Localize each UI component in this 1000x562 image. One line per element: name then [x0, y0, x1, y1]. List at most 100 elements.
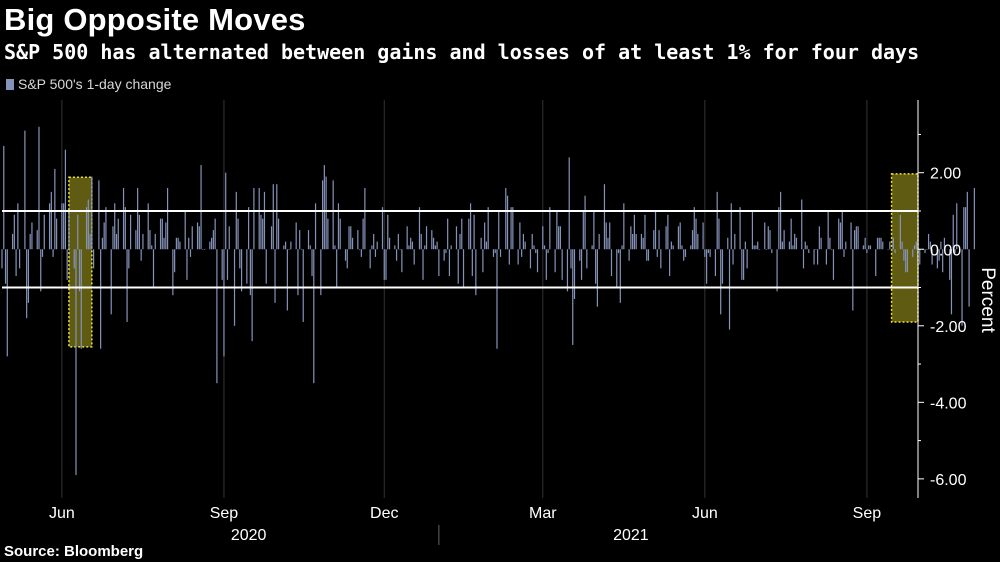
bar [142, 233, 144, 250]
bar [223, 249, 225, 357]
bar [129, 214, 132, 250]
bar [346, 249, 348, 269]
bar [40, 249, 42, 292]
bar [820, 237, 822, 250]
bar [878, 237, 880, 250]
bar [288, 249, 290, 250]
bar [251, 249, 253, 342]
bar [455, 226, 458, 250]
bar [270, 226, 273, 250]
bar [646, 249, 648, 261]
bar [327, 218, 329, 250]
bar [554, 249, 556, 273]
bar [584, 195, 586, 250]
bar [462, 249, 465, 288]
bar [956, 203, 958, 250]
bar [253, 188, 255, 250]
bar [818, 226, 820, 250]
bar [642, 237, 644, 250]
bar [492, 249, 495, 257]
bar [521, 249, 523, 257]
bar [543, 245, 546, 250]
bar [720, 249, 722, 315]
bar [853, 230, 856, 250]
bar [702, 222, 704, 250]
bar [942, 249, 944, 273]
bar [200, 165, 202, 250]
bar [410, 237, 412, 250]
bar [401, 249, 403, 273]
bar [115, 233, 118, 250]
bar [237, 218, 239, 250]
bar [29, 233, 31, 250]
bar [905, 249, 907, 273]
bar [757, 241, 759, 250]
bar [138, 214, 140, 250]
bar [411, 241, 414, 250]
bar [683, 249, 685, 261]
bar [603, 184, 606, 250]
bar [438, 249, 440, 277]
bar [290, 241, 292, 250]
bar [619, 249, 621, 303]
bar [249, 249, 251, 296]
bar [572, 249, 574, 345]
bar [420, 233, 422, 250]
bar [558, 226, 560, 250]
bar [165, 222, 167, 250]
bar [334, 245, 336, 250]
bar [274, 249, 276, 303]
legend-label: S&P 500's 1-day change [18, 76, 172, 92]
bar [147, 203, 149, 250]
bar [413, 249, 415, 265]
bar [471, 249, 473, 277]
bar [149, 230, 151, 250]
bar [568, 157, 570, 250]
bar [806, 245, 808, 250]
bar [484, 222, 486, 250]
bar [191, 226, 193, 250]
bar [394, 245, 396, 250]
bar [425, 226, 428, 250]
bar [351, 237, 354, 250]
bar [653, 230, 655, 250]
bar [691, 230, 694, 250]
year-label: 2021 [613, 527, 649, 544]
y-tick-label: 0.00 [930, 242, 961, 259]
bar [903, 249, 905, 261]
bar [78, 249, 81, 292]
bar [869, 245, 872, 250]
bar [77, 214, 79, 250]
bar [344, 249, 347, 261]
bar [732, 249, 734, 265]
bar [50, 191, 52, 250]
bar [475, 249, 477, 296]
bar [741, 249, 743, 280]
bar [457, 249, 459, 284]
bar [499, 249, 502, 257]
bar [246, 249, 248, 284]
y-tick-label: -4.00 [930, 395, 967, 412]
bar [771, 249, 773, 254]
bar [966, 191, 968, 250]
bar [739, 207, 741, 250]
bar [669, 249, 671, 277]
bar [383, 249, 385, 280]
bar [263, 191, 266, 250]
bar [665, 226, 667, 250]
bar [556, 210, 558, 250]
bar [512, 207, 514, 250]
bar [186, 249, 188, 280]
bar [54, 168, 56, 250]
bar [547, 249, 549, 254]
bar [598, 233, 600, 250]
bar [730, 203, 732, 250]
bar [424, 245, 426, 250]
bar [369, 249, 371, 269]
bar [852, 249, 854, 311]
bar [140, 249, 142, 261]
bar [202, 249, 204, 250]
bar [260, 214, 262, 250]
bar [549, 207, 551, 250]
bar [573, 249, 576, 299]
